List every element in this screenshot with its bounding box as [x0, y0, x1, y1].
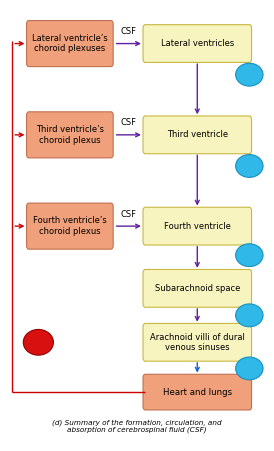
FancyBboxPatch shape: [143, 374, 252, 410]
FancyBboxPatch shape: [143, 323, 252, 361]
FancyBboxPatch shape: [143, 270, 252, 307]
Text: Arachnoid villi of dural
venous sinuses: Arachnoid villi of dural venous sinuses: [150, 332, 245, 352]
Text: Fourth ventricle’s
choroid plexus: Fourth ventricle’s choroid plexus: [33, 216, 107, 236]
Text: Lateral ventricle’s
choroid plexuses: Lateral ventricle’s choroid plexuses: [32, 34, 108, 53]
Text: Subarachnoid space: Subarachnoid space: [155, 284, 240, 293]
Ellipse shape: [236, 244, 263, 267]
Ellipse shape: [236, 155, 263, 177]
Text: CSF: CSF: [121, 27, 137, 36]
Ellipse shape: [236, 63, 263, 86]
Ellipse shape: [236, 304, 263, 327]
FancyBboxPatch shape: [143, 25, 252, 62]
FancyBboxPatch shape: [143, 116, 252, 154]
Text: Fourth ventricle: Fourth ventricle: [164, 221, 231, 230]
Text: CSF: CSF: [121, 118, 137, 127]
Text: Third ventricle’s
choroid plexus: Third ventricle’s choroid plexus: [36, 125, 104, 145]
Text: Lateral ventricles: Lateral ventricles: [161, 39, 234, 48]
Text: CSF: CSF: [121, 210, 137, 219]
Ellipse shape: [23, 329, 53, 355]
Text: Third ventricle: Third ventricle: [167, 130, 228, 139]
Text: (d) Summary of the formation, circulation, and
absorption of cerebrospinal fluid: (d) Summary of the formation, circulatio…: [52, 419, 222, 433]
Text: Heart and lungs: Heart and lungs: [163, 387, 232, 396]
Ellipse shape: [236, 357, 263, 380]
FancyBboxPatch shape: [27, 203, 113, 249]
FancyBboxPatch shape: [143, 207, 252, 245]
FancyBboxPatch shape: [27, 112, 113, 158]
FancyBboxPatch shape: [27, 21, 113, 67]
